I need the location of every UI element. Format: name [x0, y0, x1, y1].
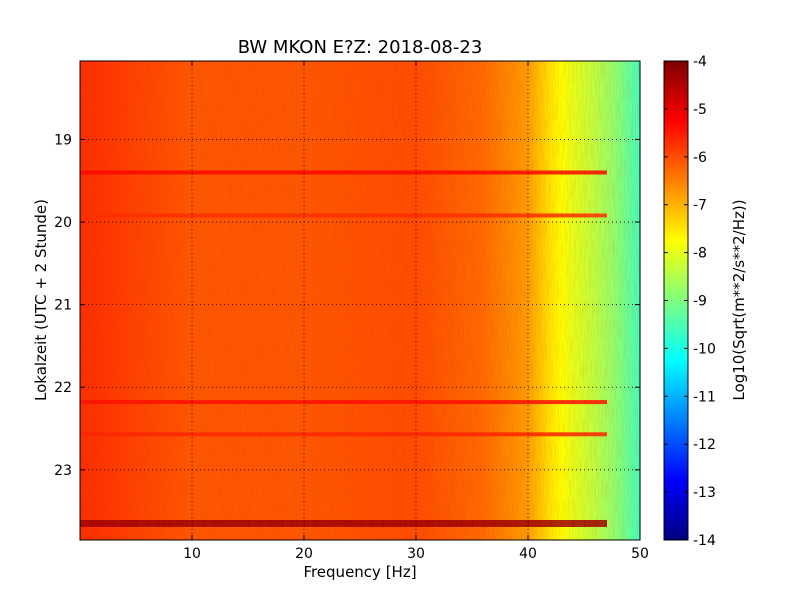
- colorbar-tick-label: -13: [693, 485, 716, 501]
- x-tick-label: 50: [631, 546, 649, 562]
- colorbar-tick-label: -6: [693, 150, 707, 166]
- plot-area: [79, 60, 641, 541]
- colorbar-ticks: -4 -5 -6 -7 -8 -9 -10 -11 -12 -13 -14: [664, 54, 716, 549]
- colorbar-tick-label: -10: [693, 341, 716, 357]
- grid-lines: [80, 61, 640, 540]
- colorbar-tick-label: -5: [693, 102, 707, 118]
- y-tick-label: 22: [54, 380, 72, 396]
- colorbar-tick-label: -4: [693, 54, 707, 70]
- x-tick-label: 30: [407, 546, 425, 562]
- plot-frame: [79, 60, 641, 541]
- x-tick-label: 20: [295, 546, 313, 562]
- colorbar-tick-label: -11: [693, 389, 716, 405]
- colorbar-tick-label: -14: [693, 533, 716, 549]
- y-tick-label: 23: [54, 463, 72, 479]
- colorbar-tick-label: -8: [693, 246, 707, 262]
- texture-overlay: [80, 61, 640, 540]
- chart-title: BW MKON E?Z: 2018-08-23: [238, 37, 483, 58]
- y-tick-label: 21: [54, 298, 72, 314]
- y-axis-label: Lokalzeit (UTC + 2 Stunde): [32, 199, 50, 401]
- colorbar-tick-label: -9: [693, 294, 707, 310]
- x-axis-label: Frequency [Hz]: [303, 563, 416, 581]
- y-tick-label: 20: [54, 215, 72, 231]
- y-axis: 19 20 21 22 23: [54, 132, 640, 479]
- colorbar: -4 -5 -6 -7 -8 -9 -10 -11 -12 -13 -14 Log10(Sqrt(m…: [663, 54, 748, 549]
- x-tick-label: 40: [519, 546, 537, 562]
- colorbar-tick-label: -7: [693, 198, 707, 214]
- colorbar-tick-label: -12: [693, 437, 716, 453]
- x-tick-label: 10: [183, 546, 201, 562]
- y-tick-label: 19: [54, 132, 72, 148]
- x-axis: 10 20 30 40 50: [183, 61, 649, 562]
- colorbar-label: Log10(Sqrt(m**2/s**2/Hz)): [730, 199, 748, 400]
